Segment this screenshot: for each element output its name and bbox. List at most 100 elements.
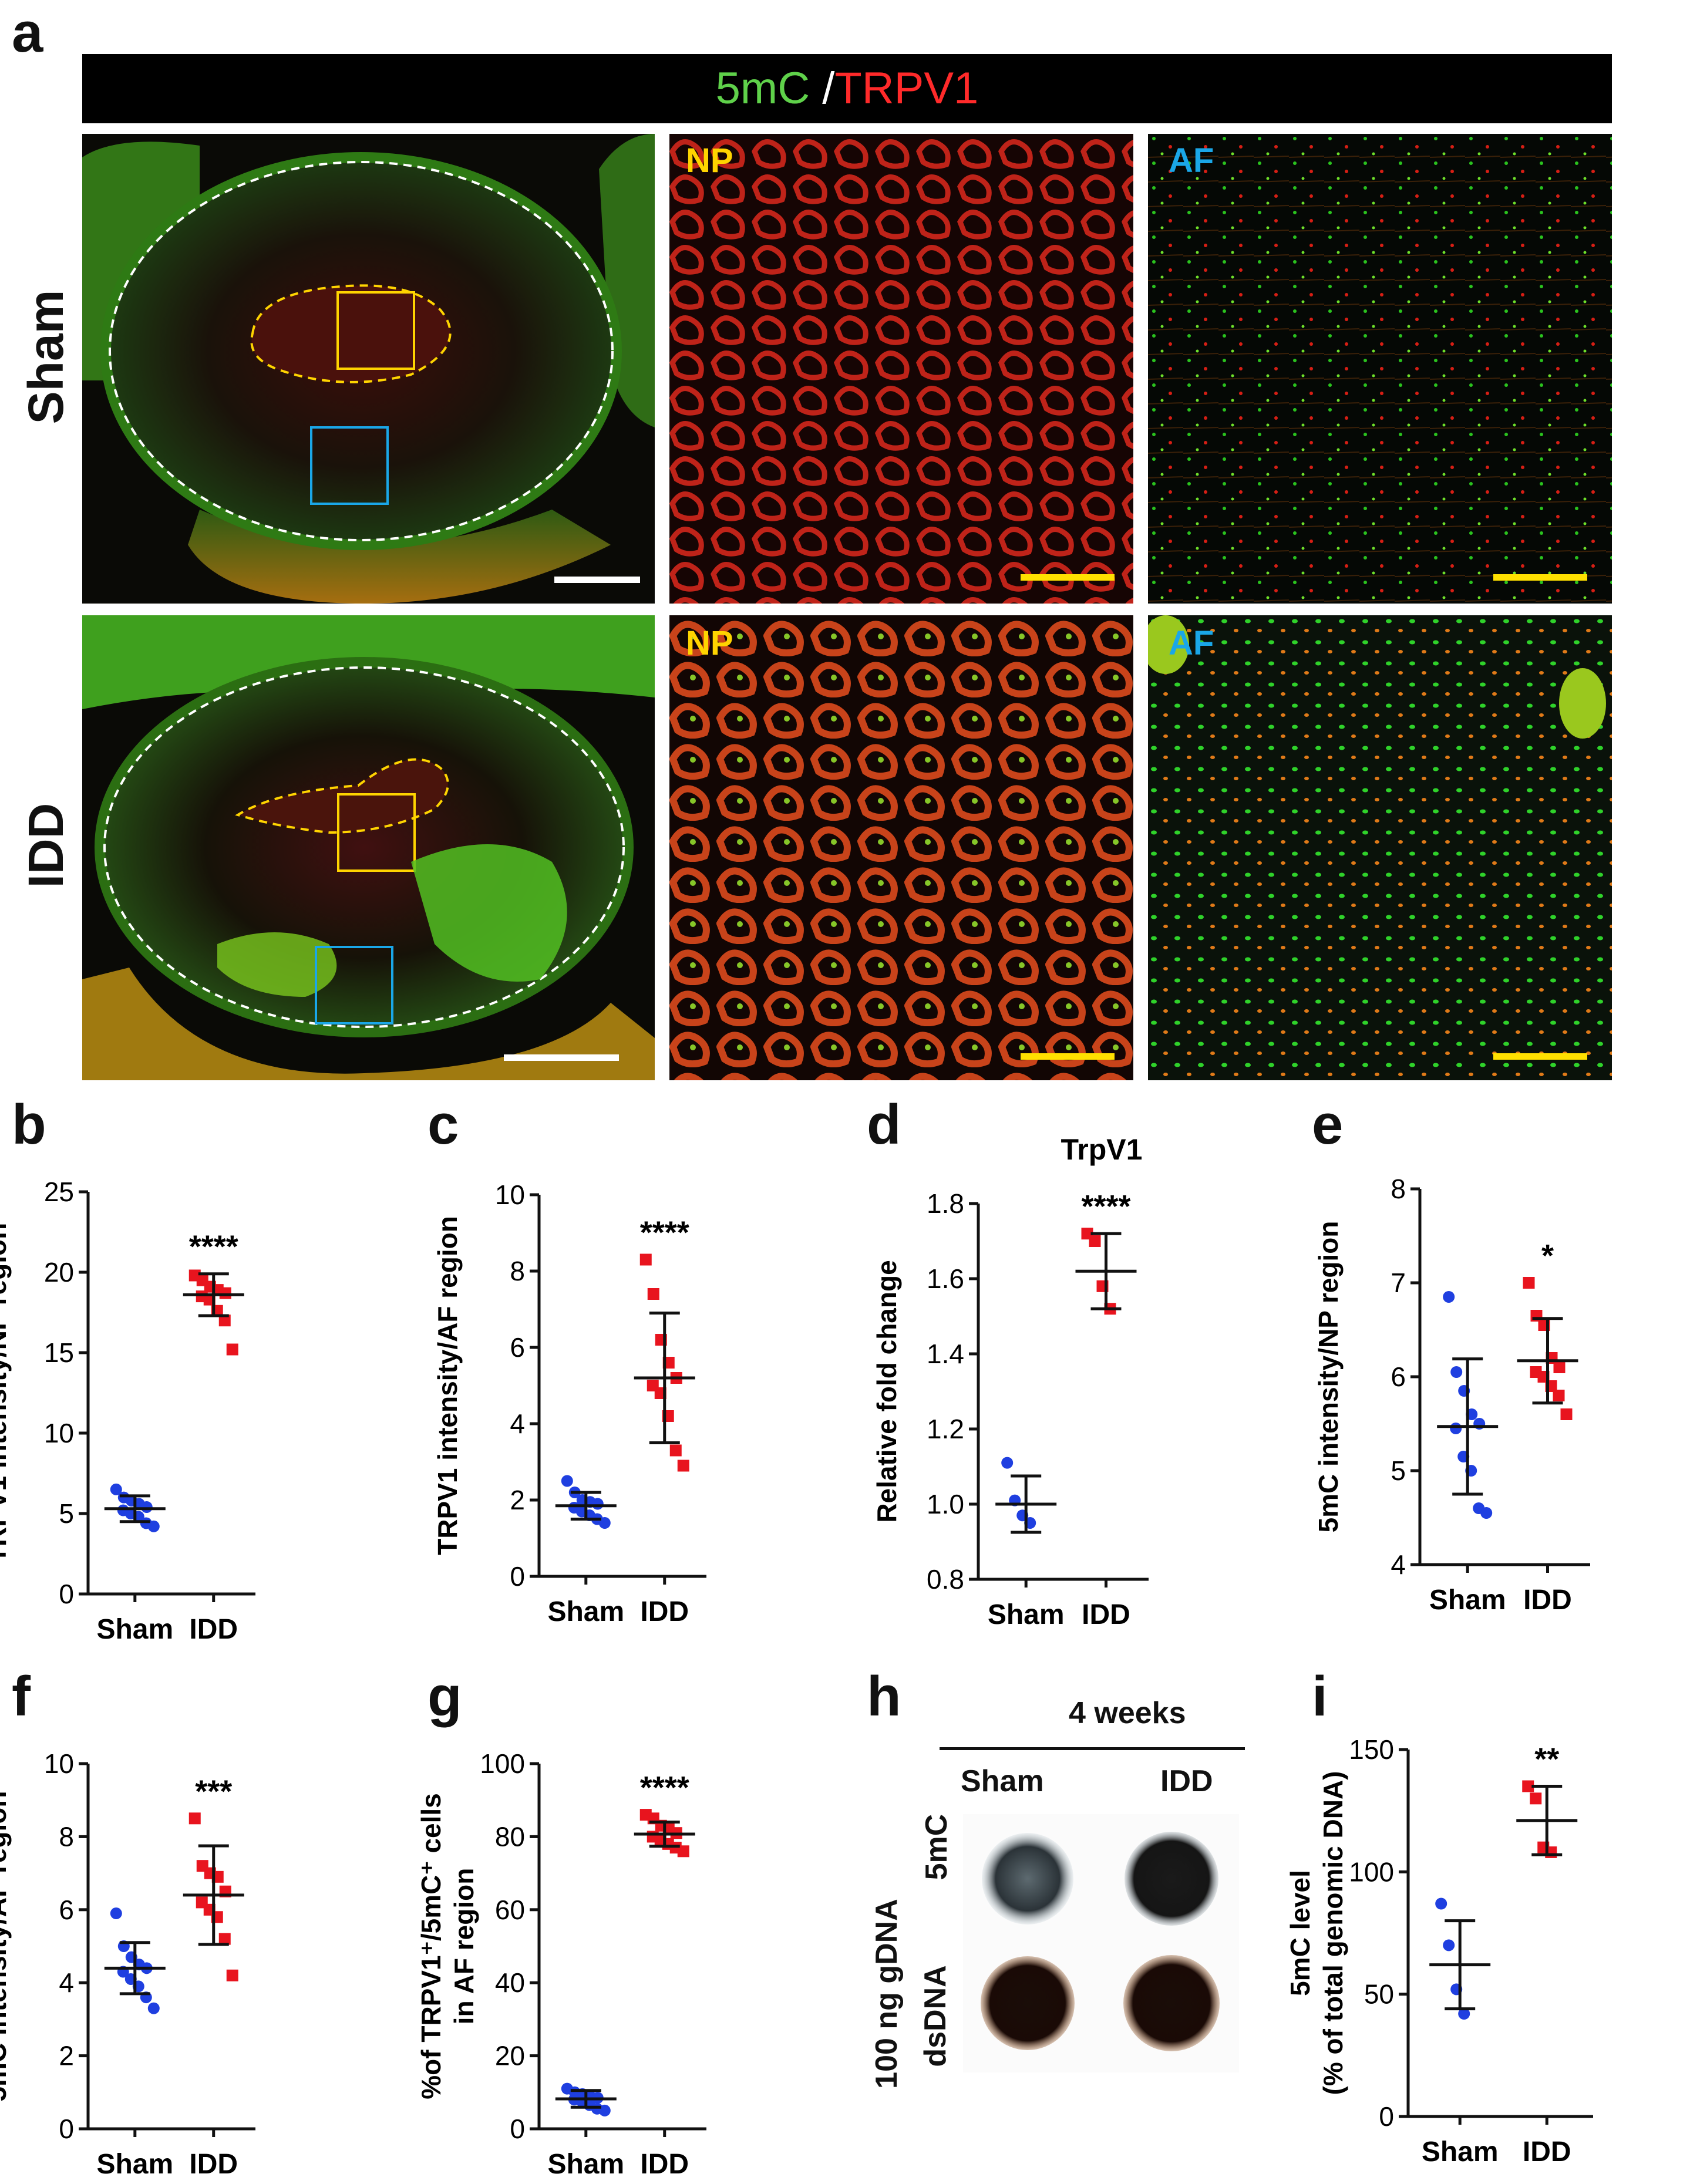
- data-point-idd: [662, 1823, 675, 1835]
- data-point-sham: [1450, 1423, 1462, 1434]
- y-tick-label: 1.4: [927, 1339, 964, 1369]
- data-point-idd: [654, 1387, 666, 1399]
- significance-label: **: [1534, 1742, 1559, 1777]
- data-point-idd: [1096, 1280, 1109, 1292]
- x-category-label: IDD: [1082, 1599, 1130, 1630]
- chart-title: TrpV1: [1061, 1133, 1143, 1166]
- significance-label: *: [1541, 1238, 1554, 1273]
- idd-af-image: [1148, 615, 1612, 1080]
- idd-af-label: AF: [1169, 624, 1214, 662]
- x-category-label: IDD: [1523, 1585, 1572, 1616]
- sham-overview-scalebar: [554, 577, 640, 583]
- blot-row-5mc: 5mC: [920, 1814, 954, 1880]
- y-axis-label: 5mC intensity/NP region: [1313, 1221, 1344, 1533]
- data-point-idd: [1522, 1780, 1534, 1792]
- data-point-sham: [132, 1511, 144, 1523]
- data-point-idd: [218, 1933, 231, 1945]
- data-point-sham: [117, 1504, 129, 1516]
- data-point-sham: [576, 1494, 588, 1506]
- idd-np-scalebar: [1021, 1053, 1115, 1060]
- data-point-idd: [669, 1842, 682, 1854]
- data-point-idd: [211, 1870, 224, 1883]
- y-tick-label: 25: [44, 1177, 74, 1207]
- blot-left-label: 100 ng gDNA: [870, 1899, 904, 2089]
- significance-label: ****: [1081, 1189, 1130, 1224]
- y-tick-label: 1.0: [927, 1489, 964, 1519]
- idd-af-scalebar: [1493, 1053, 1587, 1060]
- y-tick-label: 8: [59, 1821, 74, 1852]
- data-point-idd: [196, 1274, 208, 1286]
- x-category-label: Sham: [1422, 2136, 1499, 2168]
- data-point-sham: [568, 2094, 580, 2106]
- y-tick-label: 10: [495, 1179, 525, 1210]
- x-category-label: IDD: [189, 1614, 238, 1645]
- data-point-sham: [576, 2088, 588, 2100]
- blot-header: 4 weeks: [1069, 1696, 1186, 1730]
- data-point-idd: [219, 1885, 231, 1897]
- y-tick-label: 6: [1391, 1361, 1406, 1392]
- y-tick-label: 1.2: [927, 1414, 964, 1444]
- data-point-sham: [561, 2082, 573, 2095]
- y-tick-label: 2: [59, 2041, 74, 2071]
- y-tick-label: 10: [44, 1748, 74, 1779]
- data-point-idd: [196, 1860, 208, 1872]
- blot-dot-sham-5mc: [982, 1833, 1073, 1925]
- data-point-idd: [662, 1357, 675, 1369]
- data-point-sham: [584, 2090, 596, 2102]
- sham-af-image: [1148, 134, 1612, 604]
- data-point-sham: [568, 1487, 581, 1498]
- panel-letter-h: h: [867, 1665, 901, 1728]
- data-point-sham: [1457, 1451, 1470, 1462]
- data-point-idd: [662, 1838, 674, 1850]
- y-tick-label: 4: [1391, 1549, 1406, 1580]
- sham-af-label: AF: [1169, 141, 1214, 180]
- data-point-sham: [132, 1980, 144, 1993]
- y-tick-label: 7: [1391, 1268, 1406, 1298]
- data-point-idd: [1538, 1319, 1550, 1331]
- data-point-sham: [125, 1951, 137, 1963]
- blot-dot-sham-dsdna: [981, 1956, 1075, 2050]
- panel-letter-a: a: [12, 1, 43, 64]
- sham-np-image: [669, 134, 1133, 604]
- data-point-sham: [598, 1517, 611, 1529]
- data-point-sham: [1480, 1507, 1493, 1519]
- data-point-sham: [591, 1513, 603, 1525]
- data-point-sham: [133, 1959, 145, 1971]
- data-point-sham: [1001, 1457, 1014, 1469]
- data-point-idd: [188, 1269, 201, 1282]
- data-point-sham: [147, 2002, 160, 2014]
- idd-overview-scalebar: [504, 1054, 619, 1061]
- data-point-sham: [110, 1483, 122, 1495]
- x-category-label: IDD: [189, 2149, 238, 2180]
- data-point-sham: [124, 1973, 137, 1985]
- y-tick-label: 100: [480, 1748, 525, 1779]
- y-tick-label: 0: [59, 1579, 74, 1609]
- data-point-sham: [117, 1966, 129, 1978]
- x-category-label: Sham: [96, 2149, 173, 2180]
- data-point-idd: [655, 1819, 667, 1832]
- data-point-idd: [1545, 1846, 1557, 1858]
- data-point-sham: [561, 1475, 573, 1487]
- data-point-idd: [639, 1809, 652, 1821]
- y-tick-label: 1.6: [927, 1263, 964, 1294]
- data-point-sham: [1458, 2008, 1470, 2020]
- y-axis-label: TRPV1 intensity/AF region: [432, 1216, 463, 1555]
- data-point-idd: [211, 1284, 224, 1296]
- data-point-sham: [140, 1517, 152, 1529]
- data-point-idd: [1553, 1390, 1565, 1401]
- panel-letter-f: f: [12, 1665, 31, 1728]
- data-point-idd: [1089, 1235, 1101, 1247]
- panel-letter-i: i: [1312, 1665, 1328, 1728]
- data-point-idd: [1081, 1228, 1093, 1240]
- idd-np-label: NP: [686, 624, 733, 662]
- data-point-sham: [1458, 1385, 1470, 1397]
- data-point-idd: [1546, 1352, 1558, 1364]
- blot-header-line: [940, 1747, 1245, 1750]
- data-point-sham: [117, 1940, 130, 1952]
- data-point-sham: [575, 2095, 588, 2108]
- y-axis-label: Relative fold change: [871, 1260, 902, 1522]
- data-point-idd: [662, 1410, 674, 1422]
- data-point-idd: [211, 1305, 223, 1317]
- y-tick-label: 80: [495, 1821, 525, 1852]
- data-point-idd: [1553, 1361, 1566, 1373]
